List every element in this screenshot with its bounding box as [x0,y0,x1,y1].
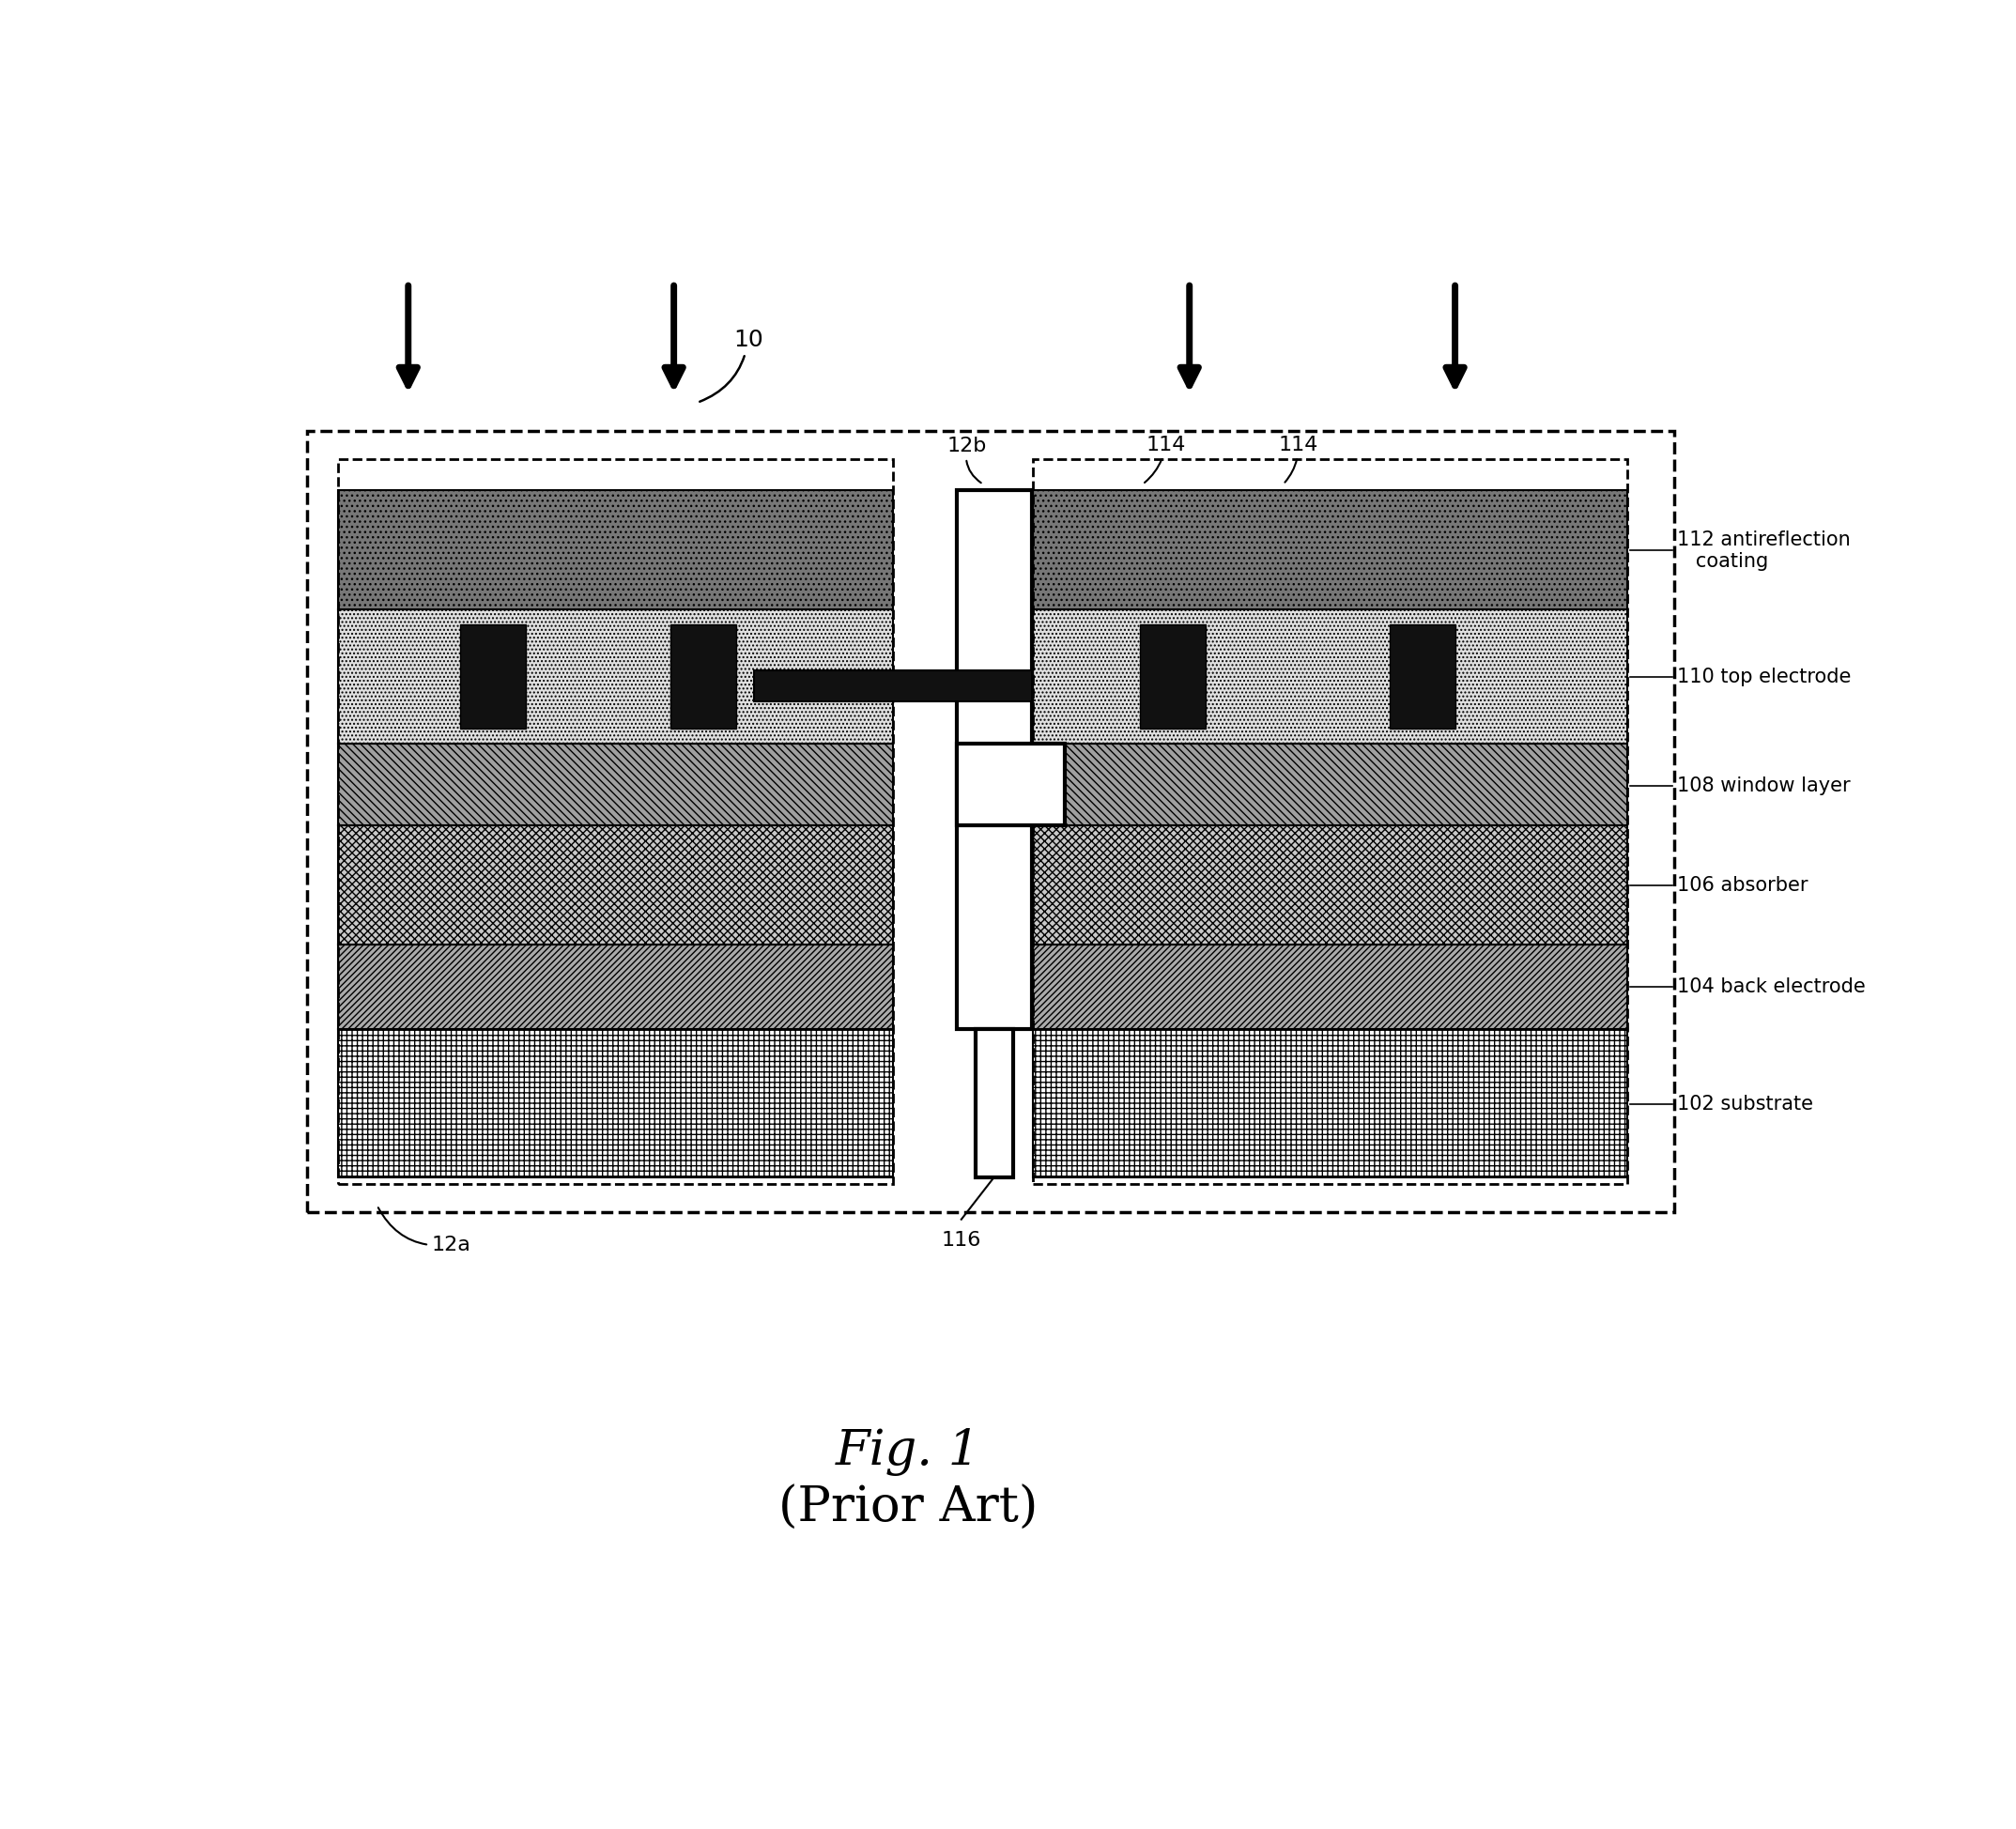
Text: (Prior Art): (Prior Art) [778,1483,1038,1533]
Bar [306,430,1673,1213]
Bar [339,1030,893,1178]
Text: 114: 114 [1278,435,1318,483]
Bar [754,669,1032,701]
Text: Fig. 1: Fig. 1 [837,1428,980,1476]
Bar [671,624,736,728]
Text: 104 back electrode: 104 back electrode [1677,979,1865,997]
Bar [339,825,893,946]
Bar [1141,624,1206,728]
Bar [1034,825,1627,946]
Bar [1034,946,1627,1030]
Bar [339,490,893,609]
Bar [339,946,893,1030]
Bar [958,743,1064,825]
Text: 114: 114 [1145,435,1185,483]
Text: 116: 116 [941,1231,982,1249]
Text: 12a: 12a [379,1207,472,1255]
Text: 110 top electrode: 110 top electrode [1677,668,1851,686]
Text: 102 substrate: 102 substrate [1677,1094,1812,1114]
Bar [339,609,893,743]
Bar [460,624,526,728]
Bar [339,459,893,1183]
Bar [1034,1030,1627,1178]
Bar [1389,624,1456,728]
Bar [958,490,1032,1030]
Text: 12b: 12b [948,437,988,483]
Text: 112 antireflection
   coating: 112 antireflection coating [1677,530,1851,571]
Bar [1034,743,1627,825]
Bar [1034,609,1627,743]
Bar [976,1030,1012,1178]
Text: 10: 10 [700,329,762,402]
Text: 108 window layer: 108 window layer [1677,775,1851,796]
Bar [1034,490,1627,609]
Bar [1034,459,1627,1183]
Bar [339,743,893,825]
Text: 106 absorber: 106 absorber [1677,876,1808,894]
